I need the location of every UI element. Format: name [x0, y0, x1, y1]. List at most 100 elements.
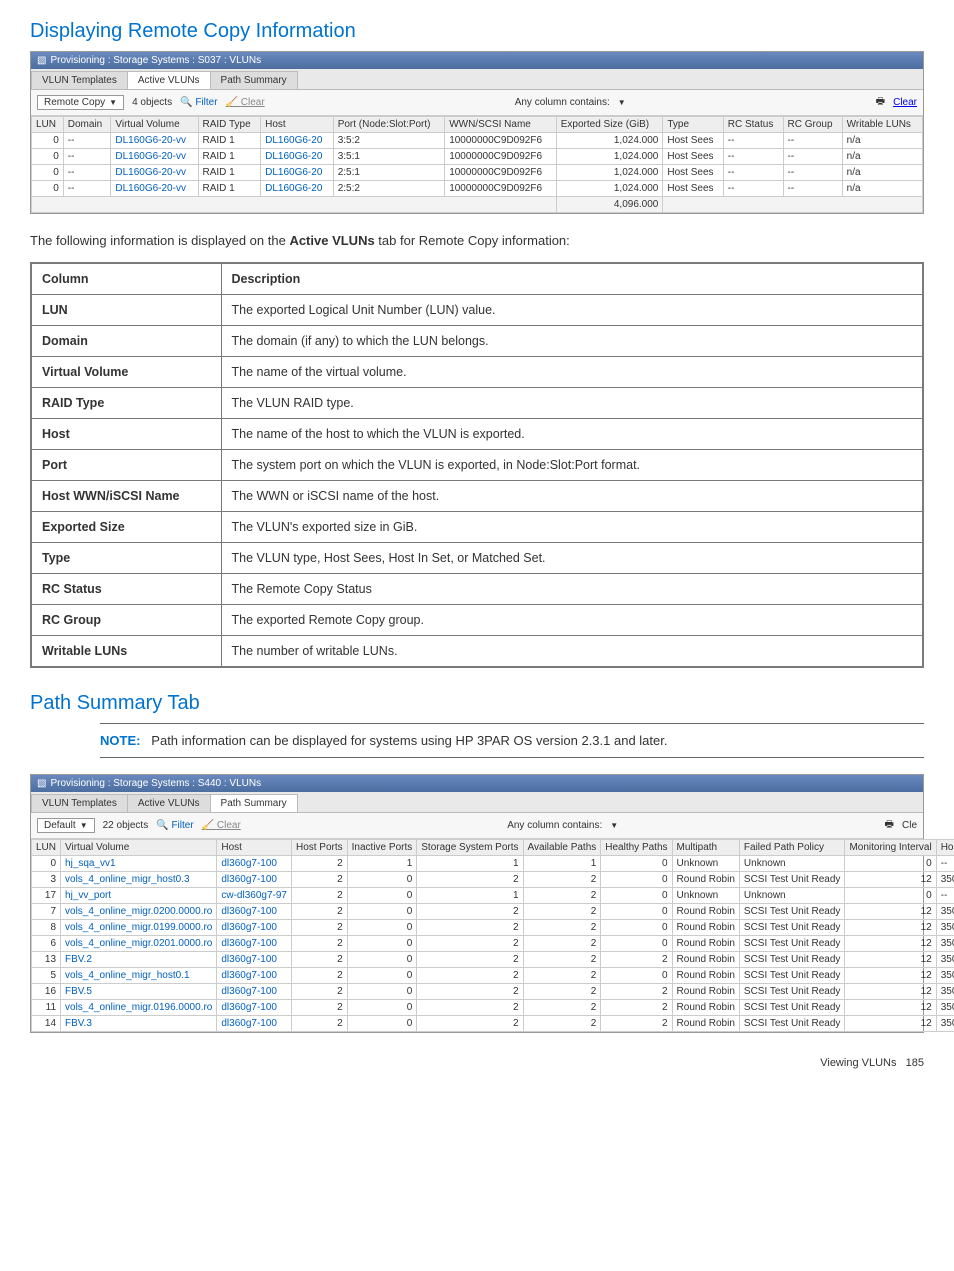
column-header[interactable]: RAID Type	[198, 117, 261, 133]
column-header[interactable]: RC Status	[723, 117, 783, 133]
cell-link[interactable]: DL160G6-20	[265, 135, 322, 146]
table-row: TypeThe VLUN type, Host Sees, Host In Se…	[31, 542, 923, 573]
table-row[interactable]: 6vols_4_online_migr.0201.0000.rodl360g7-…	[32, 936, 954, 952]
cell-link[interactable]: dl360g7-100	[221, 858, 277, 869]
column-header[interactable]: Domain	[63, 117, 111, 133]
table-row[interactable]: 16FBV.5dl360g7-10020222Round RobinSCSI T…	[32, 984, 954, 1000]
cell-link[interactable]: DL160G6-20-vv	[115, 183, 186, 194]
table-row[interactable]: 14FBV.3dl360g7-10020222Round RobinSCSI T…	[32, 1016, 954, 1032]
cell: DL160G6-20-vv	[111, 181, 198, 197]
desc-column-desc: The system port on which the VLUN is exp…	[221, 449, 923, 480]
column-header[interactable]: Inactive Ports	[347, 840, 417, 856]
column-header[interactable]: Failed Path Policy	[739, 840, 845, 856]
cell-link[interactable]: dl360g7-100	[221, 938, 277, 949]
cell-link[interactable]: DL160G6-20-vv	[115, 151, 186, 162]
column-header[interactable]: Host Device Name	[936, 840, 954, 856]
cell: Round Robin	[672, 872, 739, 888]
clear-link[interactable]: 🧹 Clear	[226, 97, 265, 108]
column-header[interactable]: Exported Size (GiB)	[556, 117, 663, 133]
filter-dropdown[interactable]: Remote Copy ▼	[37, 95, 124, 110]
table-row[interactable]: 0--DL160G6-20-vvRAID 1DL160G6-202:5:1100…	[32, 165, 923, 181]
column-header[interactable]: LUN	[32, 840, 61, 856]
cell-link[interactable]: DL160G6-20	[265, 183, 322, 194]
table-row[interactable]: 0hj_sqa_vv1dl360g7-10021110UnknownUnknow…	[32, 856, 954, 872]
cell: 2	[291, 936, 347, 952]
cell-link[interactable]: vols_4_online_migr.0199.0000.ro	[65, 922, 212, 933]
cell-link[interactable]: vols_4_online_migr.0196.0000.ro	[65, 1002, 212, 1013]
column-header[interactable]: Healthy Paths	[601, 840, 672, 856]
cell-link[interactable]: hj_vv_port	[65, 890, 111, 901]
tab-vlun-templates[interactable]: VLUN Templates	[31, 794, 128, 812]
column-header[interactable]: Available Paths	[523, 840, 601, 856]
table-row[interactable]: 13FBV.2dl360g7-10020222Round RobinSCSI T…	[32, 952, 954, 968]
column-header[interactable]: Port (Node:Slot:Port)	[333, 117, 445, 133]
cell-link[interactable]: dl360g7-100	[221, 906, 277, 917]
cell: 2	[417, 920, 523, 936]
column-header[interactable]: Virtual Volume	[111, 117, 198, 133]
cell-link[interactable]: DL160G6-20	[265, 151, 322, 162]
chevron-down-icon[interactable]: ▼	[618, 98, 626, 107]
cell: dl360g7-100	[217, 920, 292, 936]
chevron-down-icon[interactable]: ▼	[610, 821, 618, 830]
column-header[interactable]: RC Group	[783, 117, 842, 133]
tab-path-summary[interactable]: Path Summary	[210, 794, 298, 812]
filter-link[interactable]: 🔍 Filter	[180, 97, 217, 108]
printer-icon[interactable]: 🖶	[885, 817, 894, 834]
cell: SCSI Test Unit Ready	[739, 920, 845, 936]
column-header[interactable]: Type	[663, 117, 723, 133]
cell: vols_4_online_migr.0196.0000.ro	[61, 1000, 217, 1016]
clear-link[interactable]: 🧹 Clear	[202, 820, 241, 831]
table-row[interactable]: 17hj_vv_portcw-dl360g7-9720120UnknownUnk…	[32, 888, 954, 904]
table-row[interactable]: 11vols_4_online_migr.0196.0000.rodl360g7…	[32, 1000, 954, 1016]
cell-link[interactable]: DL160G6-20-vv	[115, 135, 186, 146]
column-header[interactable]: WWN/SCSI Name	[445, 117, 557, 133]
desc-column-name: Domain	[31, 325, 221, 356]
column-header[interactable]: Host	[217, 840, 292, 856]
table-row: HostThe name of the host to which the VL…	[31, 418, 923, 449]
printer-icon[interactable]: 🖶	[876, 94, 885, 111]
table-row[interactable]: 7vols_4_online_migr.0200.0000.rodl360g7-…	[32, 904, 954, 920]
tab-vlun-templates[interactable]: VLUN Templates	[31, 71, 128, 89]
table-row[interactable]: 0--DL160G6-20-vvRAID 1DL160G6-203:5:1100…	[32, 149, 923, 165]
filter-dropdown[interactable]: Default ▼	[37, 818, 95, 833]
cell: 2	[417, 984, 523, 1000]
table-row[interactable]: 8vols_4_online_migr.0199.0000.rodl360g7-…	[32, 920, 954, 936]
cell-link[interactable]: dl360g7-100	[221, 922, 277, 933]
column-header[interactable]: LUN	[32, 117, 64, 133]
cell-link[interactable]: DL160G6-20	[265, 167, 322, 178]
tab-active-vluns[interactable]: Active VLUNs	[127, 794, 211, 812]
clear-right-link[interactable]: Clear	[893, 97, 917, 108]
table-row: Host WWN/iSCSI NameThe WWN or iSCSI name…	[31, 480, 923, 511]
cell-link[interactable]: dl360g7-100	[221, 1018, 277, 1029]
column-header[interactable]: Multipath	[672, 840, 739, 856]
filter-link[interactable]: 🔍 Filter	[156, 820, 193, 831]
cell-link[interactable]: dl360g7-100	[221, 970, 277, 981]
column-header[interactable]: Monitoring Interval	[845, 840, 936, 856]
cell-link[interactable]: dl360g7-100	[221, 986, 277, 997]
cell-link[interactable]: hj_sqa_vv1	[65, 858, 116, 869]
table-row[interactable]: 0--DL160G6-20-vvRAID 1DL160G6-203:5:2100…	[32, 133, 923, 149]
clear-right-cut[interactable]: Cle	[902, 820, 917, 831]
table-row[interactable]: 5vols_4_online_migr_host0.1dl360g7-10020…	[32, 968, 954, 984]
table-row[interactable]: 3vols_4_online_migr_host0.3dl360g7-10020…	[32, 872, 954, 888]
table-row[interactable]: 0--DL160G6-20-vvRAID 1DL160G6-202:5:2100…	[32, 181, 923, 197]
cell-link[interactable]: FBV.3	[65, 1018, 92, 1029]
column-header[interactable]: Host	[261, 117, 334, 133]
cell-link[interactable]: FBV.2	[65, 954, 92, 965]
column-header[interactable]: Storage System Ports	[417, 840, 523, 856]
cell-link[interactable]: FBV.5	[65, 986, 92, 997]
cell-link[interactable]: vols_4_online_migr_host0.3	[65, 874, 190, 885]
cell-link[interactable]: dl360g7-100	[221, 954, 277, 965]
cell-link[interactable]: dl360g7-100	[221, 874, 277, 885]
cell-link[interactable]: vols_4_online_migr.0200.0000.ro	[65, 906, 212, 917]
cell-link[interactable]: vols_4_online_migr_host0.1	[65, 970, 190, 981]
column-header[interactable]: Writable LUNs	[842, 117, 922, 133]
cell-link[interactable]: DL160G6-20-vv	[115, 167, 186, 178]
cell-link[interactable]: dl360g7-100	[221, 1002, 277, 1013]
tab-path-summary[interactable]: Path Summary	[210, 71, 298, 89]
tab-active-vluns[interactable]: Active VLUNs	[127, 71, 211, 89]
cell-link[interactable]: vols_4_online_migr.0201.0000.ro	[65, 938, 212, 949]
column-header[interactable]: Virtual Volume	[61, 840, 217, 856]
cell-link[interactable]: cw-dl360g7-97	[221, 890, 287, 901]
column-header[interactable]: Host Ports	[291, 840, 347, 856]
